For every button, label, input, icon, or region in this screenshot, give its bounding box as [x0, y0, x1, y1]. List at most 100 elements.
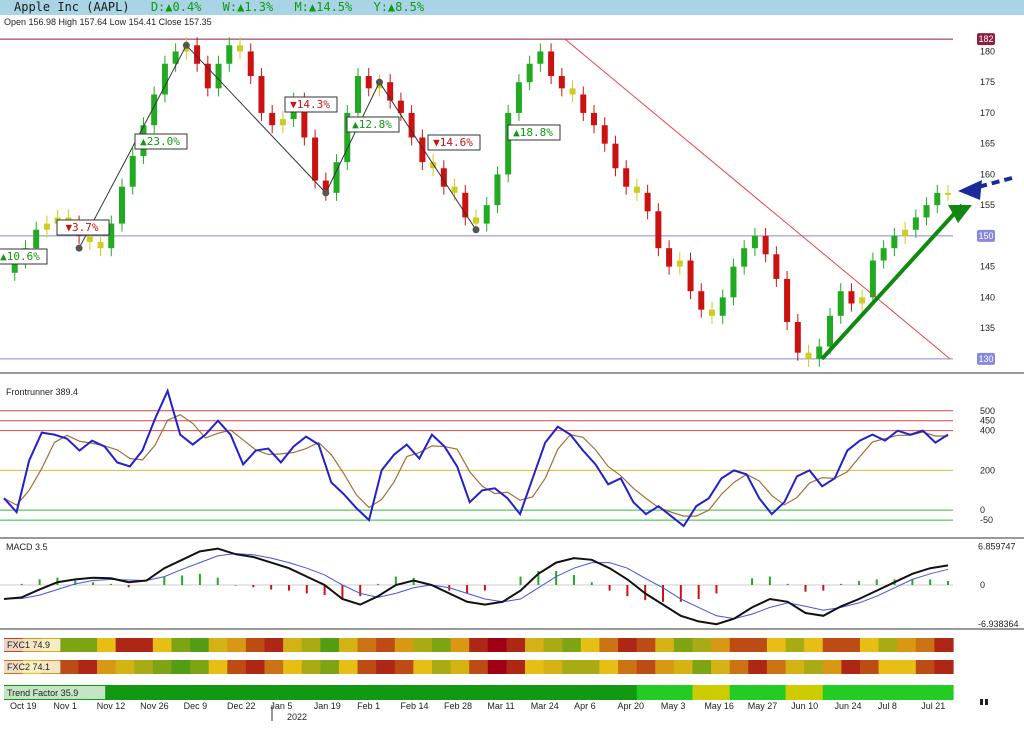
- candle-body: [741, 248, 748, 267]
- heat-cell: [766, 660, 787, 674]
- candle-body: [397, 100, 404, 113]
- heat-cell: [152, 660, 173, 674]
- heat-cell: [264, 685, 284, 700]
- heat-cell: [264, 638, 284, 652]
- heat-cell: [208, 685, 228, 700]
- candle-body: [612, 143, 619, 169]
- projection-arrowhead: [958, 180, 982, 200]
- price-tick: 135: [980, 323, 995, 333]
- candle-body: [698, 291, 705, 310]
- candle-body: [119, 186, 125, 224]
- heat-cell: [394, 638, 414, 652]
- candle-body: [440, 168, 447, 187]
- date-tick: Feb 14: [401, 701, 429, 711]
- heat-cell: [78, 638, 98, 652]
- heat-row-label: FXC2 74.1: [7, 662, 50, 672]
- candle-body: [655, 211, 662, 249]
- heat-cell: [655, 685, 675, 700]
- macd-pane: MACD 3.5 6.859747 0 -6.938364: [0, 542, 1024, 630]
- candle-body: [569, 88, 576, 95]
- frontrunner-tick: 500: [980, 406, 995, 416]
- heat-cell: [692, 638, 712, 652]
- heat-cell: [859, 660, 880, 674]
- heat-cell: [729, 685, 749, 700]
- candle-body: [462, 192, 469, 218]
- heat-cell: [469, 660, 489, 674]
- date-tick: Jul 8: [878, 701, 897, 711]
- heat-cell: [264, 660, 284, 674]
- date-tick: Jun 24: [835, 701, 862, 711]
- heat-cell: [878, 660, 898, 674]
- hline-badge: [977, 229, 995, 242]
- heat-cell: [338, 660, 359, 674]
- candle-body: [451, 186, 458, 193]
- candle-body: [934, 192, 941, 206]
- heat-cell: [878, 685, 898, 700]
- heat-cell: [525, 638, 545, 652]
- candle-body: [526, 63, 533, 83]
- heat-cell: [822, 660, 842, 674]
- heat-cell: [692, 660, 712, 674]
- heat-cell: [841, 638, 861, 652]
- candle-body: [676, 260, 683, 267]
- heat-cell: [934, 660, 954, 674]
- candle-body: [623, 168, 630, 187]
- candle-body: [483, 205, 490, 224]
- frontrunner-line: [3, 388, 949, 528]
- heat-label-bg: [4, 686, 106, 699]
- candle-body: [666, 248, 673, 267]
- heat-cell: [320, 685, 340, 700]
- hline-badge: [977, 33, 995, 46]
- price-tick: 140: [980, 292, 995, 302]
- heat-cell: [115, 660, 135, 674]
- frontrunner-tick: 200: [980, 465, 995, 475]
- date-tick: Jan 19: [314, 701, 341, 711]
- year-label: 2022: [287, 712, 307, 722]
- support-arrow: [820, 203, 964, 361]
- candle-body: [387, 82, 394, 101]
- heat-cell: [394, 660, 414, 674]
- heat-cell: [618, 638, 638, 652]
- heat-cell: [618, 660, 638, 674]
- date-tick: Dec 22: [227, 701, 256, 711]
- candle-body: [33, 229, 40, 249]
- heat-cell: [394, 685, 414, 700]
- price-tick: 145: [980, 262, 995, 272]
- support-arrowhead: [948, 205, 972, 223]
- heat-cell: [841, 685, 861, 700]
- hline-badge-label: 150: [978, 231, 993, 241]
- candle-body: [43, 223, 50, 230]
- candle-body: [515, 82, 522, 113]
- heat-cell: [599, 685, 619, 700]
- date-tick: Mar 24: [531, 701, 559, 711]
- heat-cell: [301, 660, 321, 674]
- heat-cell: [97, 638, 117, 652]
- pivot-dot: [182, 41, 190, 49]
- ohlc-readout: Open 156.98 High 157.64 Low 154.41 Close…: [4, 17, 212, 27]
- candle-body: [86, 235, 93, 243]
- title-bar: Apple Inc (AAPL) D:▲0.4% W:▲1.3% M:▲14.5…: [0, 0, 1024, 15]
- heat-cell: [543, 660, 563, 674]
- heat-cell: [618, 685, 638, 700]
- heat-cell: [525, 660, 545, 674]
- heat-cell: [357, 638, 377, 652]
- heat-cell: [562, 685, 582, 700]
- candle-body: [269, 112, 276, 126]
- heat-cell: [338, 685, 359, 700]
- date-tick: Dec 9: [184, 701, 208, 711]
- heat-cell: [190, 685, 210, 700]
- heat-cell: [841, 660, 861, 674]
- frontrunner-tick: -50: [980, 515, 993, 525]
- date-tick: May 27: [748, 701, 778, 711]
- heat-cell: [748, 660, 768, 674]
- candle-body: [247, 51, 254, 77]
- candle-body: [172, 51, 179, 64]
- heat-cell: [934, 638, 954, 652]
- heat-cell: [729, 660, 749, 674]
- candle-body: [794, 321, 801, 353]
- pct-label: ▼14.6%: [433, 136, 473, 149]
- frontrunner-tick: 0: [980, 505, 985, 515]
- heat-cell: [673, 685, 694, 700]
- candle-body: [505, 112, 512, 175]
